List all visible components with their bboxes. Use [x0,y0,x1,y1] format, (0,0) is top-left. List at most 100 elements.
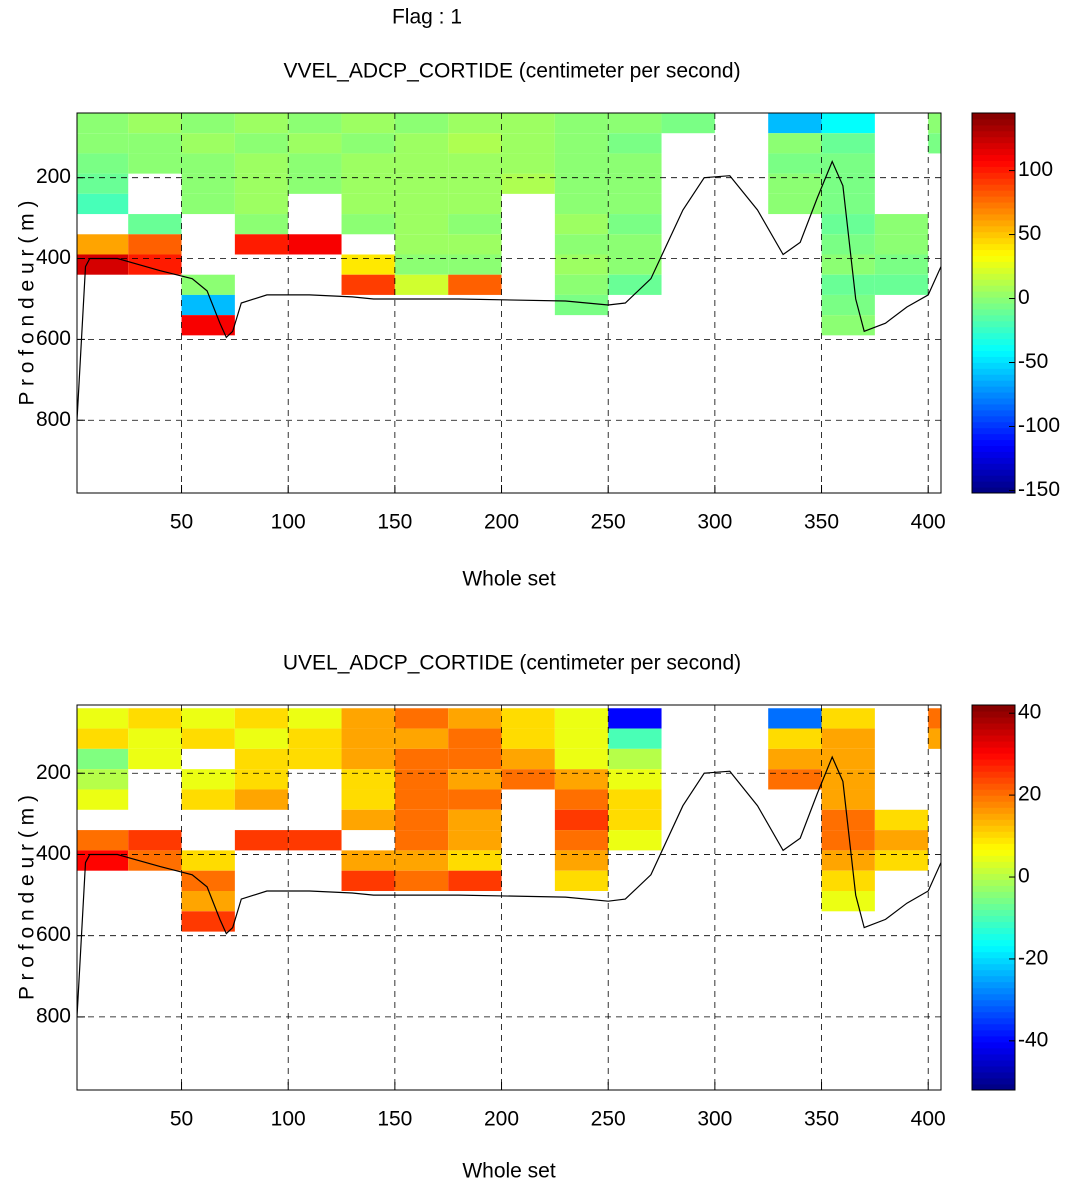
colorbar-segment [972,136,1015,144]
colorbar-segment [972,909,1015,917]
heat-cell [288,708,342,729]
x-tick-label: 350 [804,511,839,534]
heat-cell [608,789,662,810]
colorbar-segment [972,184,1015,191]
x-tick-label: 200 [484,1108,519,1131]
heat-cell [234,173,289,194]
heat-cell [448,234,502,255]
heat-cell [874,809,929,831]
colorbar-segment [972,285,1015,292]
heat-cell [554,728,609,749]
heat-cell [608,708,662,729]
heat-cell [554,133,609,154]
colorbar-segment [972,130,1015,138]
colorbar-segment [972,705,1015,712]
x-tick-label: 100 [271,1108,306,1131]
heat-cell [608,153,662,174]
colorbar-tick-label: 100 [1018,158,1053,181]
chart-title: VVEL_ADCP_CORTIDE (centimeter per second… [283,60,740,83]
colorbar-segment [972,1071,1015,1079]
heat-cell [448,708,502,729]
colorbar-segment [972,202,1015,209]
heat-cell [181,891,235,912]
heat-cell [608,748,662,770]
y-axis-label: P r o f o n d e u r ( m ) [16,200,39,405]
x-tick-label: 250 [591,511,626,534]
y-tick-label: 400 [36,246,71,269]
heat-cell [181,708,235,729]
heat-cell [448,133,502,154]
heat-cell [448,214,502,235]
heat-cell [341,748,395,770]
heat-cell [77,133,129,154]
x-tick-label: 400 [911,511,946,534]
heat-cell [554,254,609,275]
heat-cell [821,133,875,154]
heat-cell [768,133,822,154]
heat-cell [501,728,555,749]
colorbar-segment [972,1047,1015,1055]
colorbar-segment [972,867,1015,874]
heat-cell [181,274,235,295]
heat-cell [394,809,449,831]
heat-cell [181,728,235,749]
colorbar-segment [972,1059,1015,1067]
heat-cell [821,809,875,831]
colorbar-segment [972,1077,1015,1085]
heat-cell [394,748,449,770]
heat-cell [394,274,449,295]
heat-cell [341,113,395,134]
heat-cell [768,769,822,790]
heat-cell [181,173,235,194]
heat-cell [394,789,449,810]
colorbar-segment [972,303,1015,310]
heat-cell [181,789,235,810]
colorbar-segment [972,427,1015,435]
colorbar-segment [972,403,1015,411]
heat-cell [234,113,289,134]
heat-cell [554,214,609,235]
heat-cell [554,274,609,295]
heat-cell [341,274,395,295]
heat-cell [77,173,129,194]
heat-cell [288,173,342,194]
bottom-profile [77,755,941,1017]
colorbar-segment [972,267,1015,274]
heat-cell [288,234,342,255]
colorbar-segment [972,1041,1015,1049]
colorbar-segment [972,1035,1015,1043]
heat-cell [608,214,662,235]
colorbar-segment [972,457,1015,464]
heat-cell [874,830,929,851]
colorbar-segment [972,789,1015,796]
colorbar-segment [972,837,1015,844]
colorbar-segment [972,409,1015,417]
heat-cell [77,708,129,729]
colorbar-tick-label: -50 [1018,350,1048,373]
heat-cell [77,113,129,134]
colorbar-frame [971,112,1016,494]
heat-cell [554,234,609,255]
heat-cell [341,809,395,831]
colorbar-segment [972,843,1015,850]
colorbar-segment [972,831,1015,838]
colorbar-segment [972,398,1015,405]
heat-cell [661,113,715,134]
colorbar-segment [972,759,1015,766]
y-tick-label: 200 [36,165,71,188]
plot-area [77,113,941,421]
heat-cell [768,193,822,215]
heat-cell [77,748,129,770]
heat-cell [608,809,662,831]
colorbar-segment [972,963,1015,971]
colorbar-tick-label: -40 [1018,1028,1048,1051]
heat-cell [77,830,129,851]
heat-cell [181,911,235,932]
colorbar-segment [972,279,1015,286]
heat-cell [341,173,395,194]
heat-cell [234,234,289,255]
heat-cell [77,254,129,275]
heat-cell [608,113,662,134]
heat-cell [77,728,129,749]
